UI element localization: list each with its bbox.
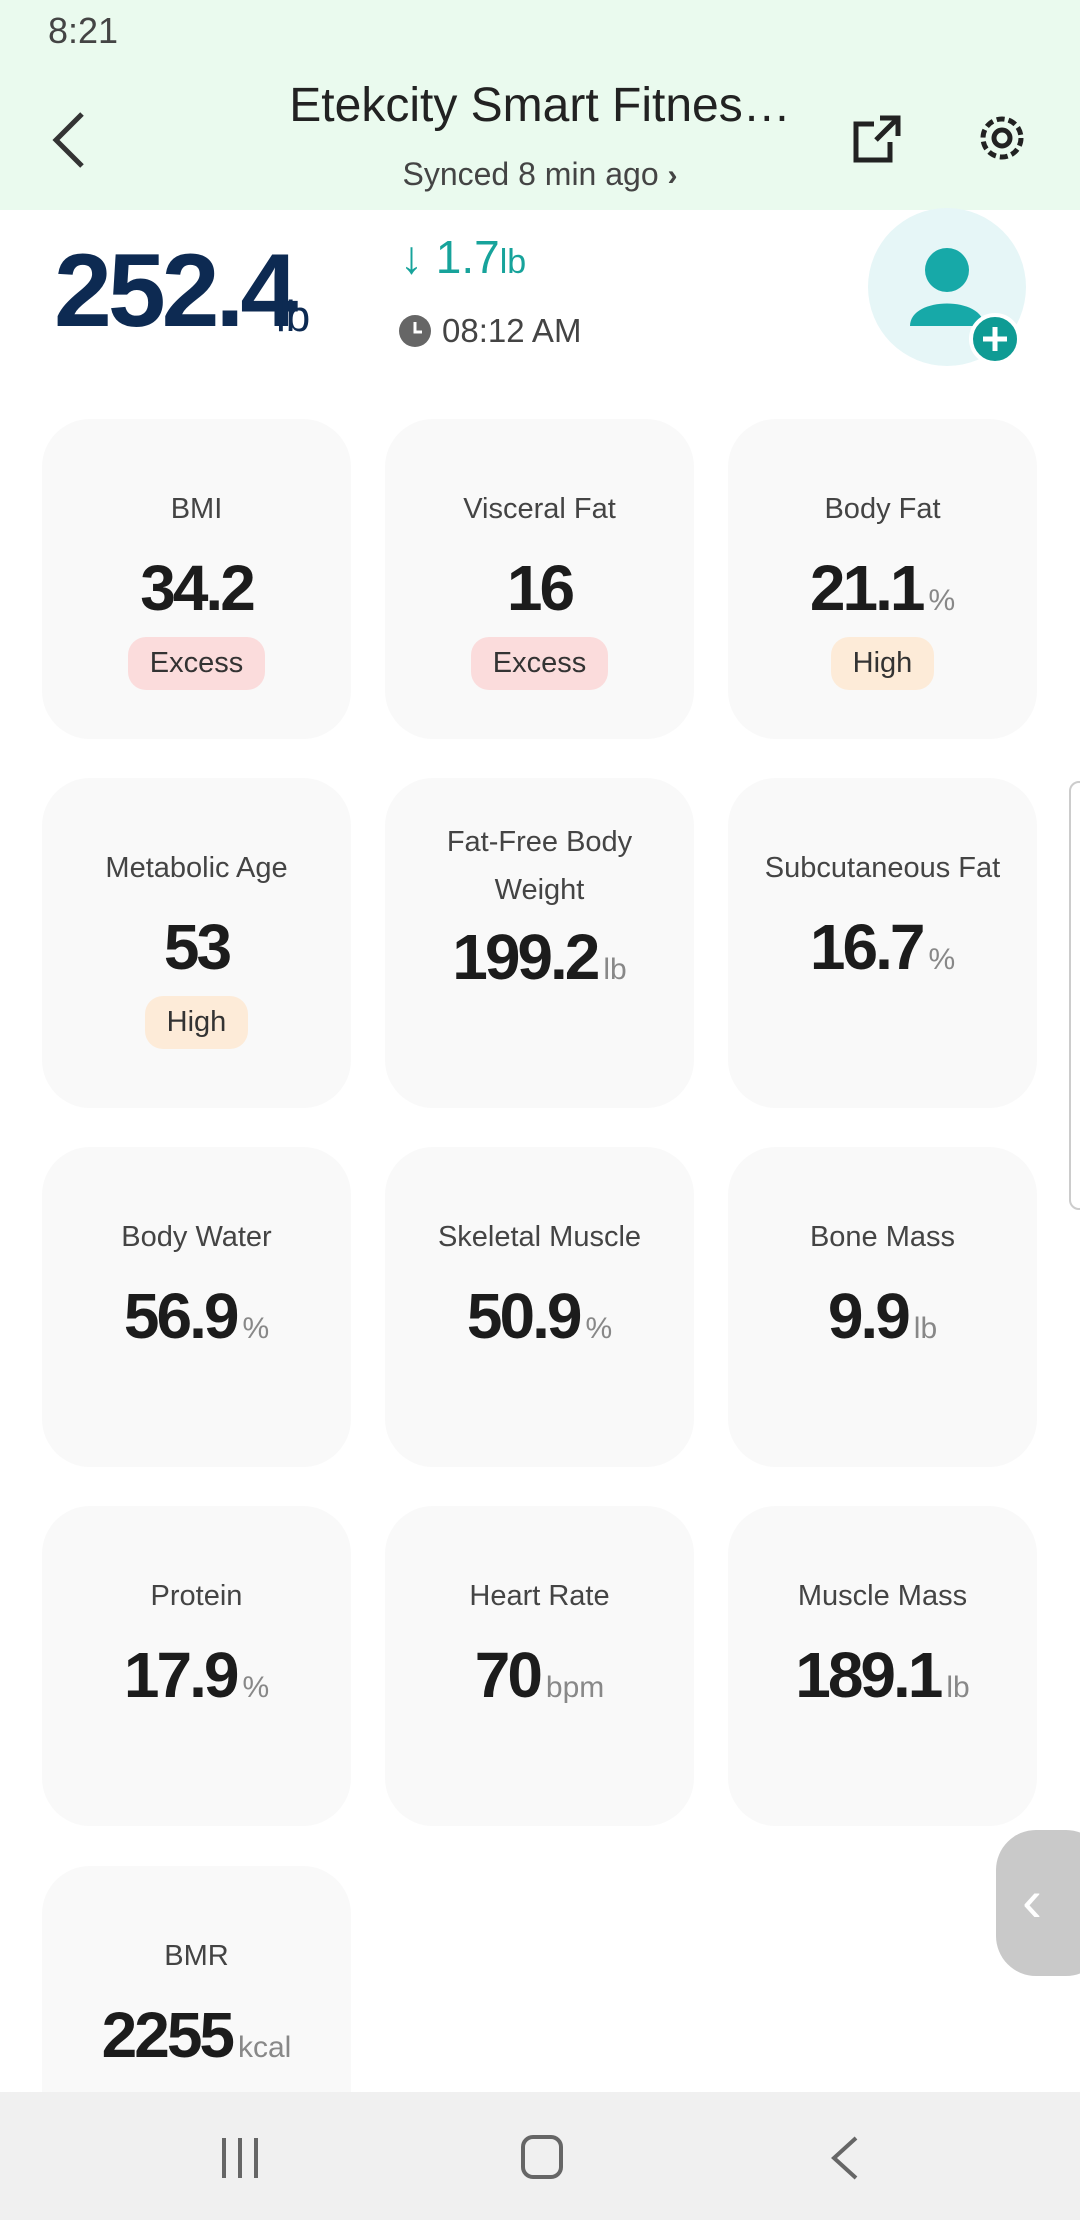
settings-button[interactable] (974, 110, 1030, 166)
title: Etekcity Smart Fitnes… (289, 79, 791, 132)
metric-label: Metabolic Age (105, 852, 288, 884)
metric-label: Subcutaneous Fat (764, 852, 1001, 884)
metric-card[interactable]: Protein 17.9% (42, 1506, 351, 1826)
nav-bar (0, 2092, 1080, 2220)
metric-label: Heart Rate (469, 1580, 610, 1612)
weight-unit: lb (276, 292, 311, 341)
status-badge: Excess (470, 637, 609, 690)
metric-value: 16.7 (809, 911, 926, 983)
metric-unit: lb (913, 1312, 938, 1345)
metric-value-row: 56.9% (124, 1279, 269, 1353)
metric-value-row: 17.9% (124, 1638, 269, 1712)
metric-label: BMI (170, 493, 223, 525)
metric-value-row: 70 bpm (475, 1638, 605, 1712)
metric-value: 2255 (101, 1999, 235, 2071)
metric-value: 56.9 (123, 1280, 240, 1352)
side-tab[interactable]: ‹ (996, 1830, 1080, 1976)
sync-status[interactable]: Synced 8 min ago › (402, 156, 678, 192)
back-nav-button[interactable] (830, 2136, 860, 2180)
metric-value-row: 34.2 (140, 551, 256, 625)
metric-card[interactable]: Visceral Fat 16 Excess (385, 419, 694, 739)
status-badge: Excess (127, 637, 266, 690)
metric-value-row: 199.2 lb (452, 920, 627, 994)
avatar[interactable] (868, 208, 1032, 372)
metric-value-row: 16 (506, 551, 575, 625)
metric-card[interactable]: Muscle Mass 189.1 lb (728, 1506, 1037, 1826)
change-value: 1.7 (435, 231, 500, 283)
metric-value-row: 2255 kcal (102, 1998, 292, 2072)
metric-card[interactable]: Subcutaneous Fat 16.7% (728, 778, 1037, 1108)
metric-value: 70 (474, 1639, 543, 1711)
home-button[interactable] (520, 2134, 564, 2180)
metric-label: Visceral Fat (463, 493, 616, 525)
sync-text: Synced 8 min ago (402, 156, 659, 192)
metric-label: BMR (164, 1940, 229, 1972)
metric-value: 53 (163, 911, 232, 983)
metric-unit: % (928, 943, 956, 976)
metric-value-row: 50.9% (467, 1279, 612, 1353)
metric-label: Body Water (121, 1221, 272, 1253)
status-badge: High (144, 996, 249, 1049)
change-unit: lb (499, 243, 527, 281)
metric-label: Bone Mass (809, 1221, 956, 1253)
metric-value: 34.2 (140, 552, 256, 624)
status-time: 8:21 (48, 10, 119, 51)
metric-card[interactable]: Bone Mass 9.9 lb (728, 1147, 1037, 1467)
share-button[interactable] (850, 112, 904, 166)
metric-card[interactable]: Fat-Free Body Weight 199.2 lb (385, 778, 694, 1108)
metric-value: 199.2 (452, 921, 600, 993)
metric-label: Skeletal Muscle (437, 1221, 642, 1253)
metric-unit: % (585, 1312, 613, 1345)
metric-value: 9.9 (827, 1280, 911, 1352)
metric-card[interactable]: Body Fat 21.1% High (728, 419, 1037, 739)
recent-button[interactable] (220, 2136, 260, 2180)
metric-unit: % (928, 584, 956, 617)
back-button[interactable] (50, 110, 90, 170)
header-bar: 8:21 Etekcity Smart Fitnes… Synced 8 min… (0, 0, 1080, 210)
metric-unit: kcal (238, 2031, 292, 2064)
metric-label: Fat-Free Body Weight (446, 826, 633, 906)
metric-label: Body Fat (824, 493, 941, 525)
metric-value-row: 189.1 lb (795, 1638, 970, 1712)
metric-value: 21.1 (809, 552, 926, 624)
metric-card[interactable]: Metabolic Age 53 High (42, 778, 351, 1108)
metric-label: Protein (150, 1580, 243, 1612)
time-text: 08:12 AM (442, 312, 582, 349)
metric-unit: lb (603, 953, 627, 986)
metric-value-row: 16.7% (810, 910, 955, 984)
clock-icon (399, 315, 431, 347)
measure-time: 08:12 AM (398, 312, 581, 350)
metric-unit: % (242, 1671, 270, 1704)
metric-value-row: 9.9 lb (828, 1279, 937, 1353)
status-badge: High (830, 637, 935, 690)
metric-card[interactable]: Heart Rate 70 bpm (385, 1506, 694, 1826)
weight-value: 252.4 (54, 233, 298, 349)
weight-change: ↓ 1.7lb (400, 231, 527, 283)
metric-value: 17.9 (123, 1639, 240, 1711)
metric-value-row: 21.1% (810, 551, 955, 625)
metric-value-row: 53 (163, 910, 232, 984)
metric-label: Muscle Mass (797, 1580, 968, 1612)
metric-card[interactable]: Skeletal Muscle 50.9% (385, 1147, 694, 1467)
metric-value: 189.1 (795, 1639, 943, 1711)
metric-unit: % (242, 1312, 270, 1345)
metric-card[interactable]: BMI 34.2 Excess (42, 419, 351, 739)
edge-panel[interactable] (1069, 781, 1080, 1210)
metric-unit: bpm (545, 1671, 605, 1704)
metric-value: 16 (506, 552, 575, 624)
metric-value: 50.9 (466, 1280, 583, 1352)
metric-card[interactable]: Body Water 56.9% (42, 1147, 351, 1467)
metric-unit: lb (946, 1671, 970, 1704)
